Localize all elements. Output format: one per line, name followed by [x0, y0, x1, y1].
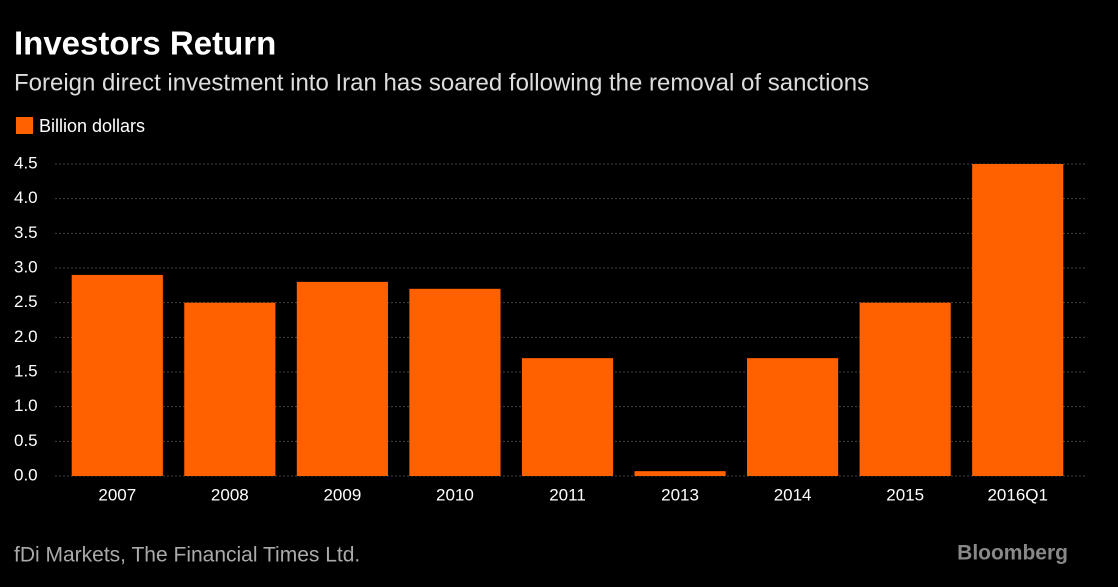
- bar: [634, 471, 726, 476]
- y-tick-label: 4.5: [14, 153, 38, 172]
- y-tick-label: 2.5: [14, 292, 38, 311]
- x-tick-label: 2013: [661, 485, 699, 504]
- y-tick-label: 3.5: [14, 223, 38, 242]
- y-tick-label: 1.5: [14, 361, 38, 380]
- bar: [859, 302, 951, 476]
- x-tick-label: 2008: [211, 485, 249, 504]
- bar: [409, 288, 501, 476]
- x-tick-label: 2015: [886, 485, 924, 504]
- y-tick-label: 3.0: [14, 257, 38, 276]
- y-tick-label: 4.0: [14, 188, 38, 207]
- x-tick-label: 2016Q1: [987, 485, 1048, 504]
- brand: Bloomberg: [957, 542, 1068, 565]
- x-tick-label: 2014: [774, 485, 812, 504]
- y-tick-label: 0.0: [14, 465, 38, 484]
- x-tick-label: 2009: [323, 485, 361, 504]
- x-tick-label: 2010: [436, 485, 474, 504]
- bar: [747, 358, 839, 476]
- x-tick-label: 2011: [549, 485, 586, 504]
- bar: [972, 164, 1064, 476]
- chart-subtitle: Foreign direct investment into Iran has …: [14, 69, 869, 96]
- y-tick-label: 1.0: [14, 396, 38, 415]
- bar: [71, 274, 163, 476]
- legend-label: Billion dollars: [39, 116, 145, 136]
- chart-title: Investors Return: [14, 25, 276, 62]
- y-tick-label: 0.5: [14, 431, 38, 450]
- bar: [184, 302, 276, 476]
- x-tick-label: 2007: [98, 485, 136, 504]
- legend-swatch: [16, 117, 33, 134]
- bar: [521, 358, 614, 476]
- y-tick-label: 2.0: [14, 327, 38, 346]
- source: fDi Markets, The Financial Times Ltd.: [14, 544, 360, 567]
- bar: [296, 281, 388, 476]
